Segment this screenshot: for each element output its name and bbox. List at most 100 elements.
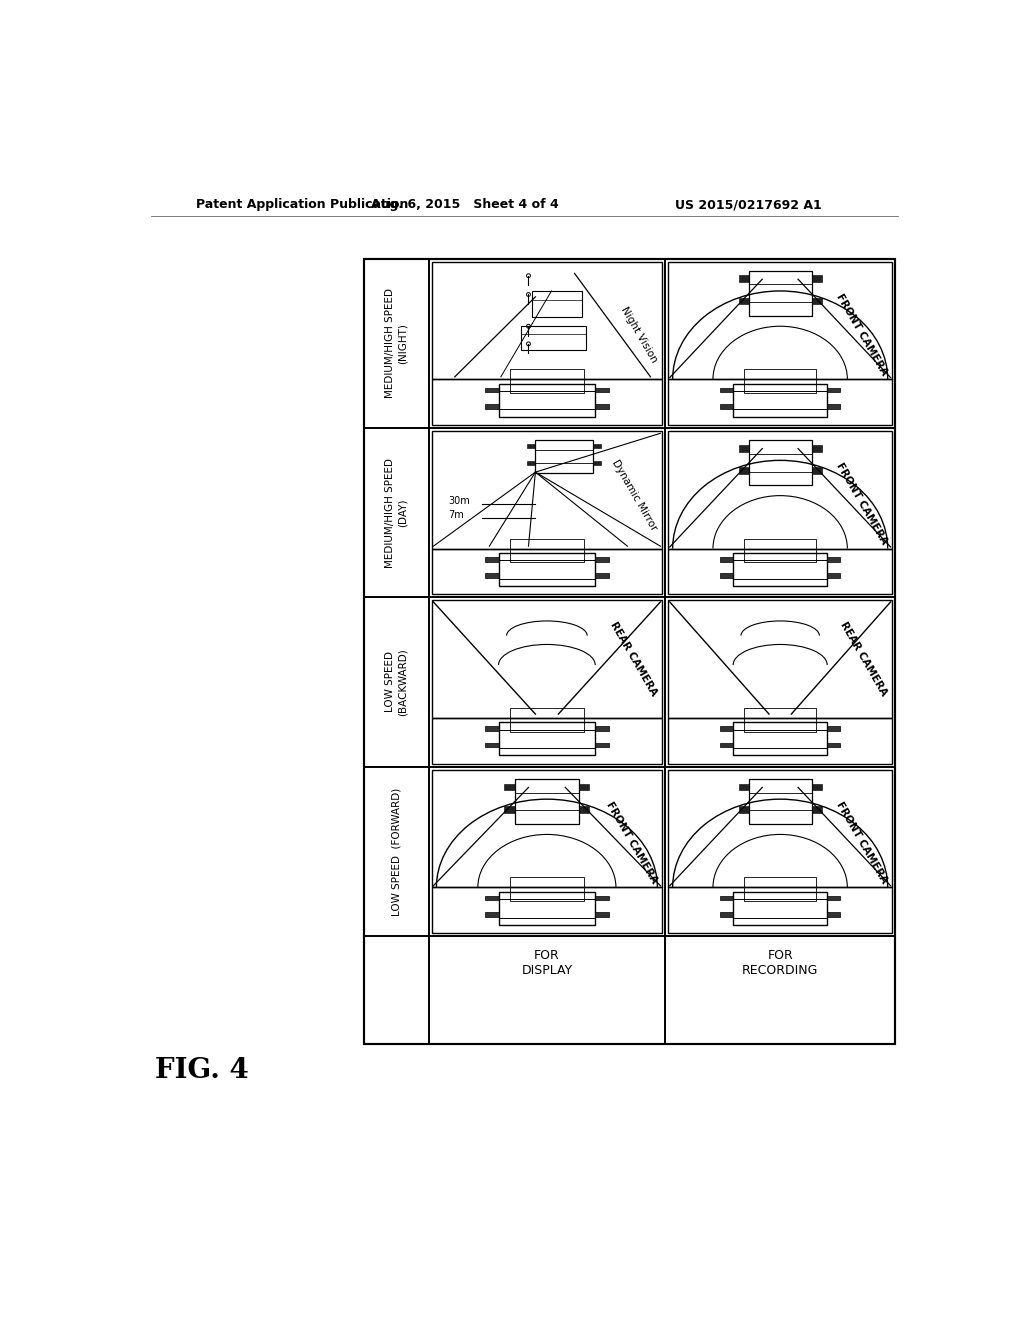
Bar — [827, 726, 841, 731]
Bar — [580, 784, 590, 791]
Bar — [521, 326, 586, 350]
Bar — [738, 298, 749, 305]
Bar — [485, 388, 499, 392]
Bar — [669, 430, 892, 549]
Bar — [510, 708, 584, 731]
Bar — [669, 261, 892, 379]
Text: 30m: 30m — [447, 496, 470, 506]
Bar — [499, 384, 595, 417]
Bar — [515, 779, 580, 824]
Bar — [485, 896, 499, 900]
Bar — [432, 261, 662, 379]
Bar — [485, 726, 499, 731]
Text: FRONT CAMERA: FRONT CAMERA — [604, 800, 658, 886]
Bar — [811, 276, 821, 282]
Bar — [733, 384, 827, 417]
Bar — [811, 298, 821, 305]
Bar — [744, 370, 816, 393]
Bar — [738, 784, 749, 791]
Bar — [485, 404, 499, 409]
Bar — [505, 784, 515, 791]
Text: 7m: 7m — [447, 510, 464, 520]
Bar — [669, 549, 892, 594]
Bar — [744, 539, 816, 562]
Bar — [720, 388, 733, 392]
Bar — [827, 557, 841, 561]
Bar — [738, 807, 749, 813]
Bar — [432, 379, 662, 425]
Bar — [827, 404, 841, 409]
Text: FIG. 4: FIG. 4 — [155, 1057, 249, 1084]
Bar — [485, 557, 499, 561]
Bar — [595, 912, 608, 917]
Bar — [595, 573, 608, 578]
Bar — [595, 388, 608, 392]
Bar — [669, 718, 892, 763]
Bar — [365, 259, 895, 1044]
Bar — [595, 404, 608, 409]
Bar — [432, 770, 662, 887]
Text: FOR
RECORDING: FOR RECORDING — [742, 949, 818, 977]
Bar — [811, 807, 821, 813]
Text: US 2015/0217692 A1: US 2015/0217692 A1 — [675, 198, 821, 211]
Bar — [531, 290, 583, 317]
Bar — [720, 573, 733, 578]
Bar — [485, 912, 499, 917]
Text: FRONT CAMERA: FRONT CAMERA — [835, 800, 889, 886]
Bar — [811, 467, 821, 474]
Bar — [485, 573, 499, 578]
Bar — [499, 722, 595, 755]
Bar — [733, 892, 827, 925]
Bar — [510, 370, 584, 393]
Text: MEDIUM/HIGH SPEED
(DAY): MEDIUM/HIGH SPEED (DAY) — [385, 458, 408, 568]
Bar — [720, 557, 733, 561]
Bar — [593, 461, 601, 465]
Bar — [669, 887, 892, 933]
Bar — [669, 770, 892, 887]
Text: LOW SPEED  (FORWARD): LOW SPEED (FORWARD) — [391, 787, 401, 916]
Bar — [536, 441, 593, 474]
Bar — [432, 430, 662, 549]
Text: Dynamic Mirror: Dynamic Mirror — [610, 458, 658, 533]
Bar — [744, 878, 816, 902]
Bar — [749, 271, 811, 315]
Text: FOR
DISPLAY: FOR DISPLAY — [521, 949, 572, 977]
Bar — [432, 718, 662, 763]
Bar — [669, 601, 892, 718]
Text: LOW SPEED
(BACKWARD): LOW SPEED (BACKWARD) — [385, 648, 408, 715]
Text: FRONT CAMERA: FRONT CAMERA — [835, 292, 889, 378]
Bar — [720, 404, 733, 409]
Bar — [827, 896, 841, 900]
Bar — [510, 878, 584, 902]
Text: Aug. 6, 2015   Sheet 4 of 4: Aug. 6, 2015 Sheet 4 of 4 — [372, 198, 559, 211]
Bar — [720, 726, 733, 731]
Bar — [720, 912, 733, 917]
Bar — [595, 896, 608, 900]
Bar — [499, 892, 595, 925]
Bar — [499, 553, 595, 586]
Text: MEDIUM/HIGH SPEED
(NIGHT): MEDIUM/HIGH SPEED (NIGHT) — [385, 288, 408, 399]
Bar — [738, 445, 749, 451]
Bar — [827, 912, 841, 917]
Bar — [827, 573, 841, 578]
Bar — [720, 896, 733, 900]
Text: REAR CAMERA: REAR CAMERA — [839, 620, 889, 698]
Bar — [527, 461, 536, 465]
Bar — [827, 388, 841, 392]
Bar — [505, 807, 515, 813]
Text: FRONT CAMERA: FRONT CAMERA — [835, 461, 889, 546]
Bar — [365, 259, 895, 1044]
Bar — [432, 549, 662, 594]
Bar — [738, 467, 749, 474]
Bar — [595, 726, 608, 731]
Bar — [749, 779, 811, 824]
Bar — [595, 743, 608, 747]
Text: REAR CAMERA: REAR CAMERA — [608, 620, 658, 698]
Bar — [733, 553, 827, 586]
Bar — [593, 444, 601, 447]
Bar — [733, 722, 827, 755]
Bar — [527, 444, 536, 447]
Bar — [432, 601, 662, 718]
Bar — [720, 743, 733, 747]
Bar — [580, 807, 590, 813]
